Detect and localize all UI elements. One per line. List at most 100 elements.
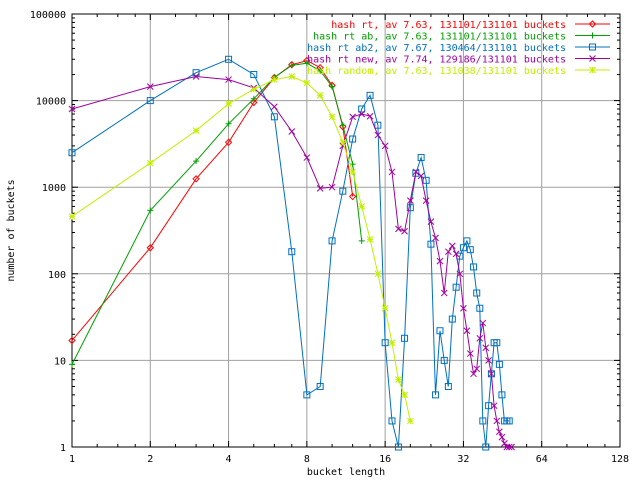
data-point xyxy=(374,131,382,139)
data-point xyxy=(482,443,490,451)
data-point xyxy=(479,417,487,425)
series-5 xyxy=(68,73,414,425)
legend-label: hash random, av 7.63, 131038/131101 buck… xyxy=(307,66,566,77)
data-point xyxy=(432,234,439,242)
legend-label: hash rt ab, av 7.63, 131101/131101 bucke… xyxy=(313,32,566,43)
data-point xyxy=(476,304,484,312)
data-point xyxy=(303,79,311,87)
data-point xyxy=(488,370,495,378)
data-point xyxy=(68,213,76,220)
data-point xyxy=(476,334,484,342)
data-point xyxy=(470,263,478,271)
data-point xyxy=(406,204,414,212)
data-point xyxy=(288,248,296,256)
data-point xyxy=(452,283,460,291)
legend: hash rt, av 7.63, 131101/131101 bucketsh… xyxy=(307,20,610,77)
data-point xyxy=(329,83,336,90)
data-point xyxy=(460,304,467,312)
data-point xyxy=(225,100,232,108)
data-point xyxy=(427,218,435,226)
data-point xyxy=(358,237,365,244)
data-point xyxy=(146,244,154,252)
data-point xyxy=(482,344,490,352)
series-line xyxy=(71,60,354,341)
data-point xyxy=(348,192,357,201)
data-point xyxy=(406,417,414,425)
data-point xyxy=(366,91,374,99)
data-point xyxy=(192,175,200,183)
data-point xyxy=(508,443,515,451)
data-point xyxy=(395,225,402,233)
series-line xyxy=(71,75,411,422)
y-tick-label: 10 xyxy=(54,356,66,367)
data-point xyxy=(303,60,310,67)
x-tick-label: 64 xyxy=(536,454,548,465)
data-point xyxy=(388,339,396,347)
data-point xyxy=(401,334,409,342)
x-tick-label: 2 xyxy=(147,454,153,465)
data-point xyxy=(193,158,200,165)
data-point xyxy=(250,98,258,107)
data-point xyxy=(422,176,430,184)
data-point xyxy=(432,391,440,399)
data-point xyxy=(436,327,444,335)
x-tick-label: 128 xyxy=(611,454,629,465)
data-point xyxy=(339,122,346,129)
series-3 xyxy=(68,55,513,451)
y-tick-label: 100000 xyxy=(30,10,66,21)
data-point xyxy=(381,304,389,312)
data-point xyxy=(288,62,295,69)
data-point xyxy=(388,168,396,176)
data-point xyxy=(485,357,492,364)
data-point xyxy=(69,361,75,368)
data-point xyxy=(493,339,501,347)
data-point xyxy=(401,227,408,235)
data-point xyxy=(192,127,200,134)
data-point xyxy=(271,76,278,83)
data-point xyxy=(440,289,448,297)
data-point xyxy=(422,197,430,204)
data-point xyxy=(470,370,477,378)
data-point xyxy=(456,270,464,278)
data-point xyxy=(440,356,448,364)
legend-entry: hash random, av 7.63, 131038/131101 buck… xyxy=(307,66,610,77)
data-point xyxy=(490,402,498,410)
data-point xyxy=(146,97,154,105)
data-point xyxy=(444,382,452,390)
data-point xyxy=(589,32,596,39)
data-point xyxy=(225,55,233,63)
data-point xyxy=(444,248,452,256)
data-point xyxy=(589,66,596,74)
legend-label: hash rt ab2, av 7.67, 130464/131101 buck… xyxy=(307,43,566,54)
data-point xyxy=(412,168,420,176)
data-point xyxy=(473,289,481,297)
data-point xyxy=(68,336,76,345)
data-point xyxy=(146,83,154,90)
data-point xyxy=(466,350,474,357)
data-point xyxy=(339,187,347,195)
data-point xyxy=(505,417,513,425)
data-point xyxy=(358,203,366,210)
data-point xyxy=(317,67,324,74)
y-tick-label: 100 xyxy=(48,270,66,281)
data-point xyxy=(589,43,596,51)
data-point xyxy=(589,55,596,62)
data-point xyxy=(147,207,154,214)
data-point xyxy=(68,149,76,157)
data-point xyxy=(588,20,597,28)
data-point xyxy=(366,235,374,243)
series-2 xyxy=(69,60,365,368)
data-point xyxy=(448,242,456,250)
data-point xyxy=(349,135,357,143)
data-point xyxy=(473,365,481,373)
data-point xyxy=(250,71,258,79)
data-point xyxy=(349,168,357,176)
data-point xyxy=(417,154,425,162)
data-point xyxy=(401,391,408,399)
data-point xyxy=(495,360,503,368)
data-point xyxy=(146,159,154,167)
data-point xyxy=(316,184,324,192)
series-4 xyxy=(68,73,515,451)
x-tick-label: 16 xyxy=(379,454,391,465)
data-point xyxy=(192,69,200,77)
